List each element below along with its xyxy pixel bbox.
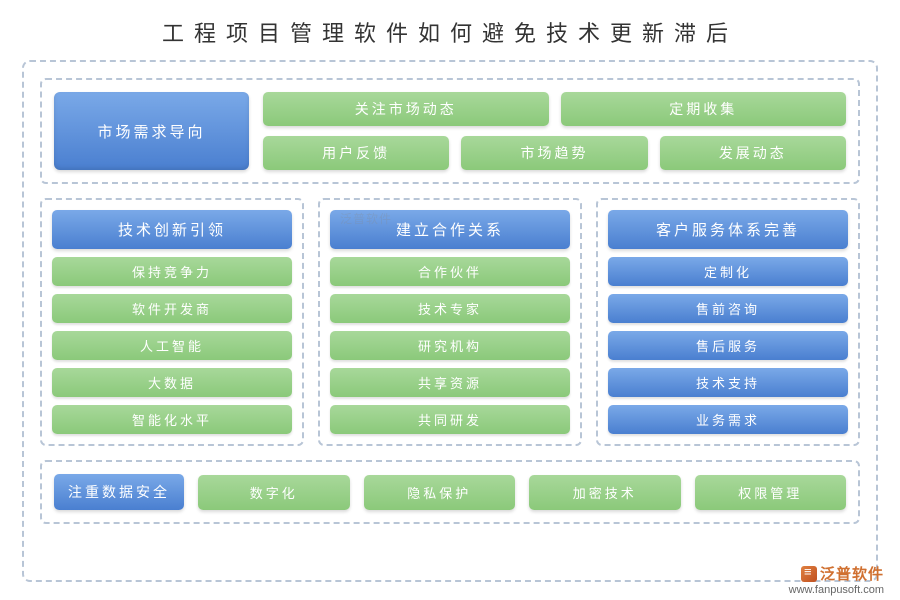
bottom-section: 注重数据安全 数字化 隐私保护 加密技术 权限管理 (40, 460, 860, 524)
brand-logo-icon (801, 566, 817, 582)
top-main-node: 市场需求导向 (54, 92, 249, 170)
column-item: 共同研发 (330, 405, 570, 434)
bottom-item: 权限管理 (695, 475, 847, 510)
outer-panel: 市场需求导向 关注市场动态 定期收集 用户反馈 市场趋势 发展动态 技术创新引领… (22, 60, 878, 582)
column-item: 保持竞争力 (52, 257, 292, 286)
brand-logo: 泛普软件 (789, 563, 884, 584)
column-item: 定制化 (608, 257, 848, 286)
page-title: 工程项目管理软件如何避免技术更新滞后 (0, 0, 900, 60)
top-node: 用户反馈 (263, 136, 449, 170)
column-item: 技术支持 (608, 368, 848, 397)
top-row-1: 关注市场动态 定期收集 (263, 92, 846, 126)
column-item: 研究机构 (330, 331, 570, 360)
column-item: 大数据 (52, 368, 292, 397)
column-item: 人工智能 (52, 331, 292, 360)
column-header: 技术创新引领 (52, 210, 292, 249)
column-item: 软件开发商 (52, 294, 292, 323)
column-item: 技术专家 (330, 294, 570, 323)
brand-name: 泛普软件 (820, 566, 884, 583)
column-header: 建立合作关系 (330, 210, 570, 249)
bottom-item: 隐私保护 (364, 475, 516, 510)
column-item: 售前咨询 (608, 294, 848, 323)
column-item: 合作伙伴 (330, 257, 570, 286)
column-1: 技术创新引领 保持竞争力 软件开发商 人工智能 大数据 智能化水平 (40, 198, 304, 446)
brand-url: www.fanpusoft.com (789, 584, 884, 596)
bottom-main-node: 注重数据安全 (54, 474, 184, 510)
top-row-2: 用户反馈 市场趋势 发展动态 (263, 136, 846, 170)
top-right-group: 关注市场动态 定期收集 用户反馈 市场趋势 发展动态 (263, 92, 846, 170)
top-node: 市场趋势 (461, 136, 647, 170)
column-2: 泛普软件 建立合作关系 合作伙伴 技术专家 研究机构 共享资源 共同研发 (318, 198, 582, 446)
column-item: 共享资源 (330, 368, 570, 397)
column-item: 业务需求 (608, 405, 848, 434)
column-item: 智能化水平 (52, 405, 292, 434)
column-item: 售后服务 (608, 331, 848, 360)
bottom-item: 数字化 (198, 475, 350, 510)
column-header: 客户服务体系完善 (608, 210, 848, 249)
bottom-item: 加密技术 (529, 475, 681, 510)
mid-section: 技术创新引领 保持竞争力 软件开发商 人工智能 大数据 智能化水平 泛普软件 建… (40, 198, 860, 446)
column-3: 客户服务体系完善 定制化 售前咨询 售后服务 技术支持 业务需求 (596, 198, 860, 446)
top-node: 发展动态 (660, 136, 846, 170)
top-node: 关注市场动态 (263, 92, 549, 126)
top-section: 市场需求导向 关注市场动态 定期收集 用户反馈 市场趋势 发展动态 (40, 78, 860, 184)
top-node: 定期收集 (561, 92, 847, 126)
brand-footer: 泛普软件 www.fanpusoft.com (789, 563, 884, 596)
